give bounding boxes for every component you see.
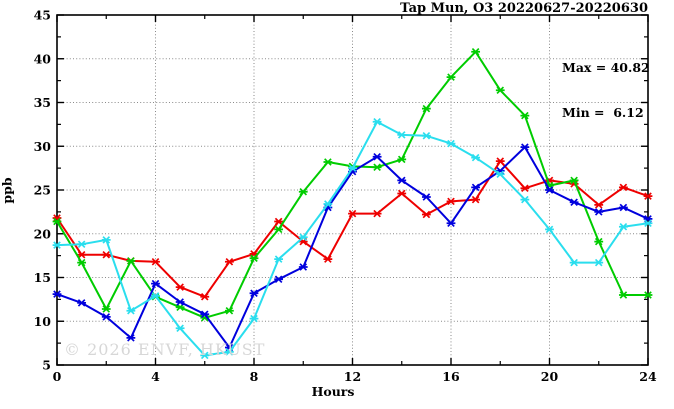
y-axis-title: ppb	[0, 177, 15, 204]
x-tick-label: 0	[53, 369, 62, 384]
x-tick-label: 24	[639, 369, 657, 384]
y-tick-label: 10	[34, 314, 52, 329]
series-red-markers	[52, 157, 653, 301]
y-tick-label: 25	[34, 183, 51, 198]
y-tick-label: 5	[42, 358, 51, 373]
y-tick-label: 45	[34, 8, 51, 23]
series-blue-markers	[52, 143, 653, 352]
series-blue	[52, 143, 653, 352]
min-label: Min = 6.12	[562, 105, 644, 120]
y-tick-label: 30	[34, 139, 52, 154]
x-tick-label: 12	[344, 369, 361, 384]
max-min-annotation: Max = 40.82 Min = 6.12	[562, 30, 650, 150]
watermark: © 2026 ENVF, HKUST	[64, 340, 266, 359]
series-red	[52, 157, 653, 301]
max-label: Max = 40.82	[562, 60, 650, 75]
x-axis-title: Hours	[311, 384, 355, 399]
x-tick-label: 8	[250, 369, 259, 384]
series-cyan	[52, 117, 653, 360]
series-green-markers	[52, 47, 653, 322]
x-tick-label: 16	[442, 369, 460, 384]
series-cyan-markers	[52, 117, 653, 360]
y-tick-label: 20	[34, 226, 52, 241]
x-tick-label: 4	[151, 369, 160, 384]
chart-title: Tap Mun, O3 20220627-20220630	[400, 1, 648, 16]
y-tick-label: 35	[34, 95, 51, 110]
y-tick-label: 15	[34, 270, 51, 285]
x-tick-label: 20	[541, 369, 559, 384]
y-tick-label: 40	[34, 51, 52, 66]
